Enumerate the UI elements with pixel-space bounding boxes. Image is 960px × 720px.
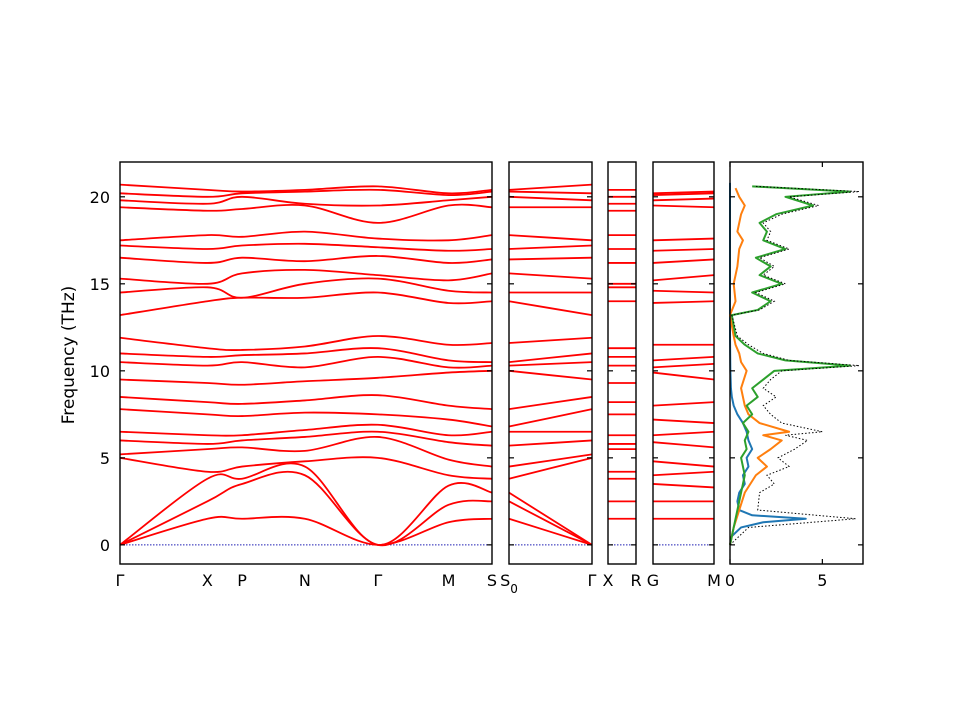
band-branch-1-5 xyxy=(119,436,493,468)
band-branch-1-23 xyxy=(119,183,493,195)
band-branch-4-14 xyxy=(652,300,715,304)
band-branch-1-22 xyxy=(119,188,493,198)
band-branch-2-5 xyxy=(508,453,593,468)
x-tick-label: X xyxy=(603,571,614,590)
band-branch-2-9 xyxy=(508,396,593,411)
band-branch-2-22 xyxy=(508,190,593,195)
x-tick-label: G xyxy=(647,571,659,590)
band-branch-4-4 xyxy=(652,470,715,477)
band-branch-4-7 xyxy=(652,430,715,437)
x-tick-label: P xyxy=(237,571,247,590)
x-tick-label: Γ xyxy=(373,571,382,590)
band-branch-4-19 xyxy=(652,237,715,242)
band-branch-1-10 xyxy=(119,369,493,386)
y-tick-label: 15 xyxy=(90,275,110,294)
dos-x-tick-label: 5 xyxy=(817,571,827,590)
band-branch-4-3 xyxy=(652,483,715,489)
band-branch-1-4 xyxy=(119,456,493,480)
band-branch-4-20 xyxy=(652,204,715,209)
band-branch-2-13 xyxy=(508,336,593,344)
band-branch-4-16 xyxy=(652,274,715,282)
dos-x-tick-label: 0 xyxy=(725,571,735,590)
band-branch-1-18 xyxy=(119,242,493,252)
band-branch-4-10 xyxy=(652,371,715,381)
band-branch-2-12 xyxy=(508,352,593,364)
band-branch-1-3 xyxy=(119,462,493,546)
x-tick-label: X xyxy=(202,571,213,590)
x-tick-label: S0 xyxy=(500,571,518,596)
band-branch-2-14 xyxy=(508,300,593,317)
band-branch-2-4 xyxy=(508,456,593,480)
band-lines xyxy=(119,183,715,547)
band-branch-1-11 xyxy=(119,356,493,369)
x-tick-label: N xyxy=(299,571,311,590)
band-branch-4-22 xyxy=(652,192,715,196)
x-tick-label: Γ xyxy=(588,571,597,590)
band-branch-4-18 xyxy=(652,248,715,252)
band-branch-2-11 xyxy=(508,361,593,367)
band-branch-1-14 xyxy=(119,291,493,317)
band-branch-1-6 xyxy=(119,430,493,447)
y-axis-label: Frequency (THz) xyxy=(59,286,79,425)
band-branch-2-10 xyxy=(508,369,593,381)
dos-curves xyxy=(729,182,860,546)
band-panel-frame xyxy=(607,161,637,565)
band-branch-4-12 xyxy=(652,356,715,362)
band-branch-4-11 xyxy=(652,362,715,369)
band-branch-1-9 xyxy=(119,394,493,411)
band-branch-2-16 xyxy=(508,272,593,280)
band-branch-2-6 xyxy=(508,439,593,447)
band-branch-4-15 xyxy=(652,289,715,294)
band-branch-4-8 xyxy=(652,418,715,424)
band-branch-4-5 xyxy=(652,460,715,468)
band-branch-2-17 xyxy=(508,256,593,261)
y-tick-label: 0 xyxy=(100,536,110,555)
band-panel-frame xyxy=(508,161,593,565)
band-branch-2-21 xyxy=(508,195,593,202)
band-branch-4-21 xyxy=(652,197,715,202)
band-branch-1-13 xyxy=(119,335,493,351)
band-branch-1-2 xyxy=(119,470,493,547)
x-tick-label: R xyxy=(630,571,641,590)
dos-series-3 xyxy=(729,185,852,546)
band-branch-1-19 xyxy=(119,230,493,242)
band-branch-2-23 xyxy=(508,183,593,191)
y-tick-label: 10 xyxy=(90,362,110,381)
x-tick-label: M xyxy=(707,571,721,590)
band-branch-4-6 xyxy=(652,441,715,449)
band-branch-4-17 xyxy=(652,258,715,264)
band-panel-frame xyxy=(119,161,493,565)
band-branch-1-8 xyxy=(119,408,493,428)
x-tick-label: M xyxy=(442,571,456,590)
band-branch-1-15 xyxy=(119,277,493,299)
dos-panel-frame xyxy=(729,161,864,565)
band-branch-2-3 xyxy=(508,491,593,546)
band-branch-4-23 xyxy=(652,190,715,195)
band-branch-1-20 xyxy=(119,203,493,224)
band-branch-1-17 xyxy=(119,255,493,264)
band-branch-4-9 xyxy=(652,401,715,407)
band-branch-1-12 xyxy=(119,347,493,364)
band-branch-2-1 xyxy=(508,517,593,546)
band-branch-1-7 xyxy=(119,423,493,437)
band-branch-2-8 xyxy=(508,408,593,428)
x-tick-label: Γ xyxy=(116,571,125,590)
band-branch-1-21 xyxy=(119,195,493,207)
dos-series-1 xyxy=(729,182,807,546)
band-panel-frame xyxy=(652,161,715,565)
y-tick-label: 5 xyxy=(100,449,110,468)
band-branch-1-1 xyxy=(119,515,493,546)
y-tick-label: 20 xyxy=(90,188,110,207)
band-branch-1-16 xyxy=(119,268,493,285)
dos-series-2 xyxy=(729,187,791,546)
band-branch-2-19 xyxy=(508,234,593,242)
band-branch-2-18 xyxy=(508,244,593,250)
x-tick-label: S xyxy=(487,571,497,590)
